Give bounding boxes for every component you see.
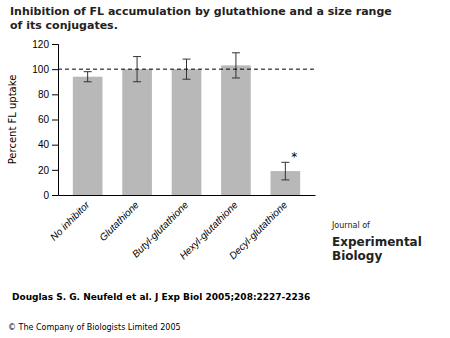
logo-text: Experimental — [332, 235, 422, 249]
error-cap — [183, 59, 191, 60]
tick: No inhibitor — [48, 199, 92, 243]
logo-text: Biology — [332, 249, 382, 263]
error-cap — [281, 162, 289, 163]
bar — [122, 69, 152, 195]
error-cap — [232, 52, 240, 53]
error-cap — [133, 81, 141, 82]
tick: 40 — [38, 139, 58, 150]
tick-mark — [52, 195, 58, 196]
plot: 0 20 40 60 80 100 120 No inhibitorGlutathioneBu… — [32, 39, 315, 262]
citation: Douglas S. G. Neufeld et al. J Exp Biol … — [12, 292, 310, 302]
tick-mark — [52, 170, 58, 171]
chart: Inhibition of FL accumulation by glutath… — [0, 0, 450, 338]
error-line — [87, 72, 88, 82]
error-line — [235, 53, 236, 78]
bar — [221, 65, 251, 195]
tick-mark — [52, 120, 58, 121]
error-cap — [232, 77, 240, 78]
axis-line — [52, 45, 59, 196]
error-line — [285, 162, 286, 180]
error-cap — [281, 179, 289, 180]
tick-label: 120 — [32, 39, 49, 50]
x-axis: No inhibitorGlutathioneButyl-glutathione… — [48, 196, 316, 262]
logo-text: Journal of — [331, 221, 370, 230]
tick-label: 0 — [43, 190, 49, 201]
tick-label: 100 — [32, 64, 49, 75]
tick-label: No inhibitor — [48, 199, 92, 243]
copyright: © The Company of Biologists Limited 2005 — [8, 323, 181, 332]
tick-mark — [52, 69, 58, 70]
error-bar — [281, 162, 289, 180]
tick-mark — [52, 145, 58, 146]
tick: 100 — [32, 64, 58, 75]
tick-label: Glutathione — [97, 199, 141, 243]
axis-line — [59, 195, 316, 196]
bar — [73, 77, 103, 195]
tick-label: 40 — [38, 139, 50, 150]
error-cap — [183, 79, 191, 80]
annotation: * — [291, 150, 297, 164]
marks — [58, 53, 315, 195]
tick-label: 80 — [38, 89, 50, 100]
tick: 0 — [43, 190, 58, 201]
error-cap — [133, 56, 141, 57]
tick: 20 — [38, 165, 58, 176]
tick: 120 — [32, 39, 58, 50]
tick-mark — [52, 94, 58, 95]
tick-label: 60 — [38, 114, 50, 125]
error-cap — [84, 81, 92, 82]
error-cap — [84, 71, 92, 72]
tick: 80 — [38, 89, 58, 100]
bar — [172, 69, 202, 195]
tick-label: 20 — [38, 165, 50, 176]
tick: Decyl-glutathione — [227, 199, 290, 262]
error-bar — [232, 53, 240, 78]
reference-line — [58, 69, 315, 70]
tick: 60 — [38, 114, 58, 125]
tick-label: Decyl-glutathione — [227, 199, 290, 262]
y-axis: 0 20 40 60 80 100 120 — [32, 39, 58, 201]
title: Inhibition of FL accumulation by glutath… — [10, 5, 392, 32]
tick: Glutathione — [97, 199, 141, 243]
tick-mark — [52, 44, 58, 45]
axis-title: Percent FL uptake — [7, 75, 18, 165]
error-bar — [84, 72, 92, 82]
